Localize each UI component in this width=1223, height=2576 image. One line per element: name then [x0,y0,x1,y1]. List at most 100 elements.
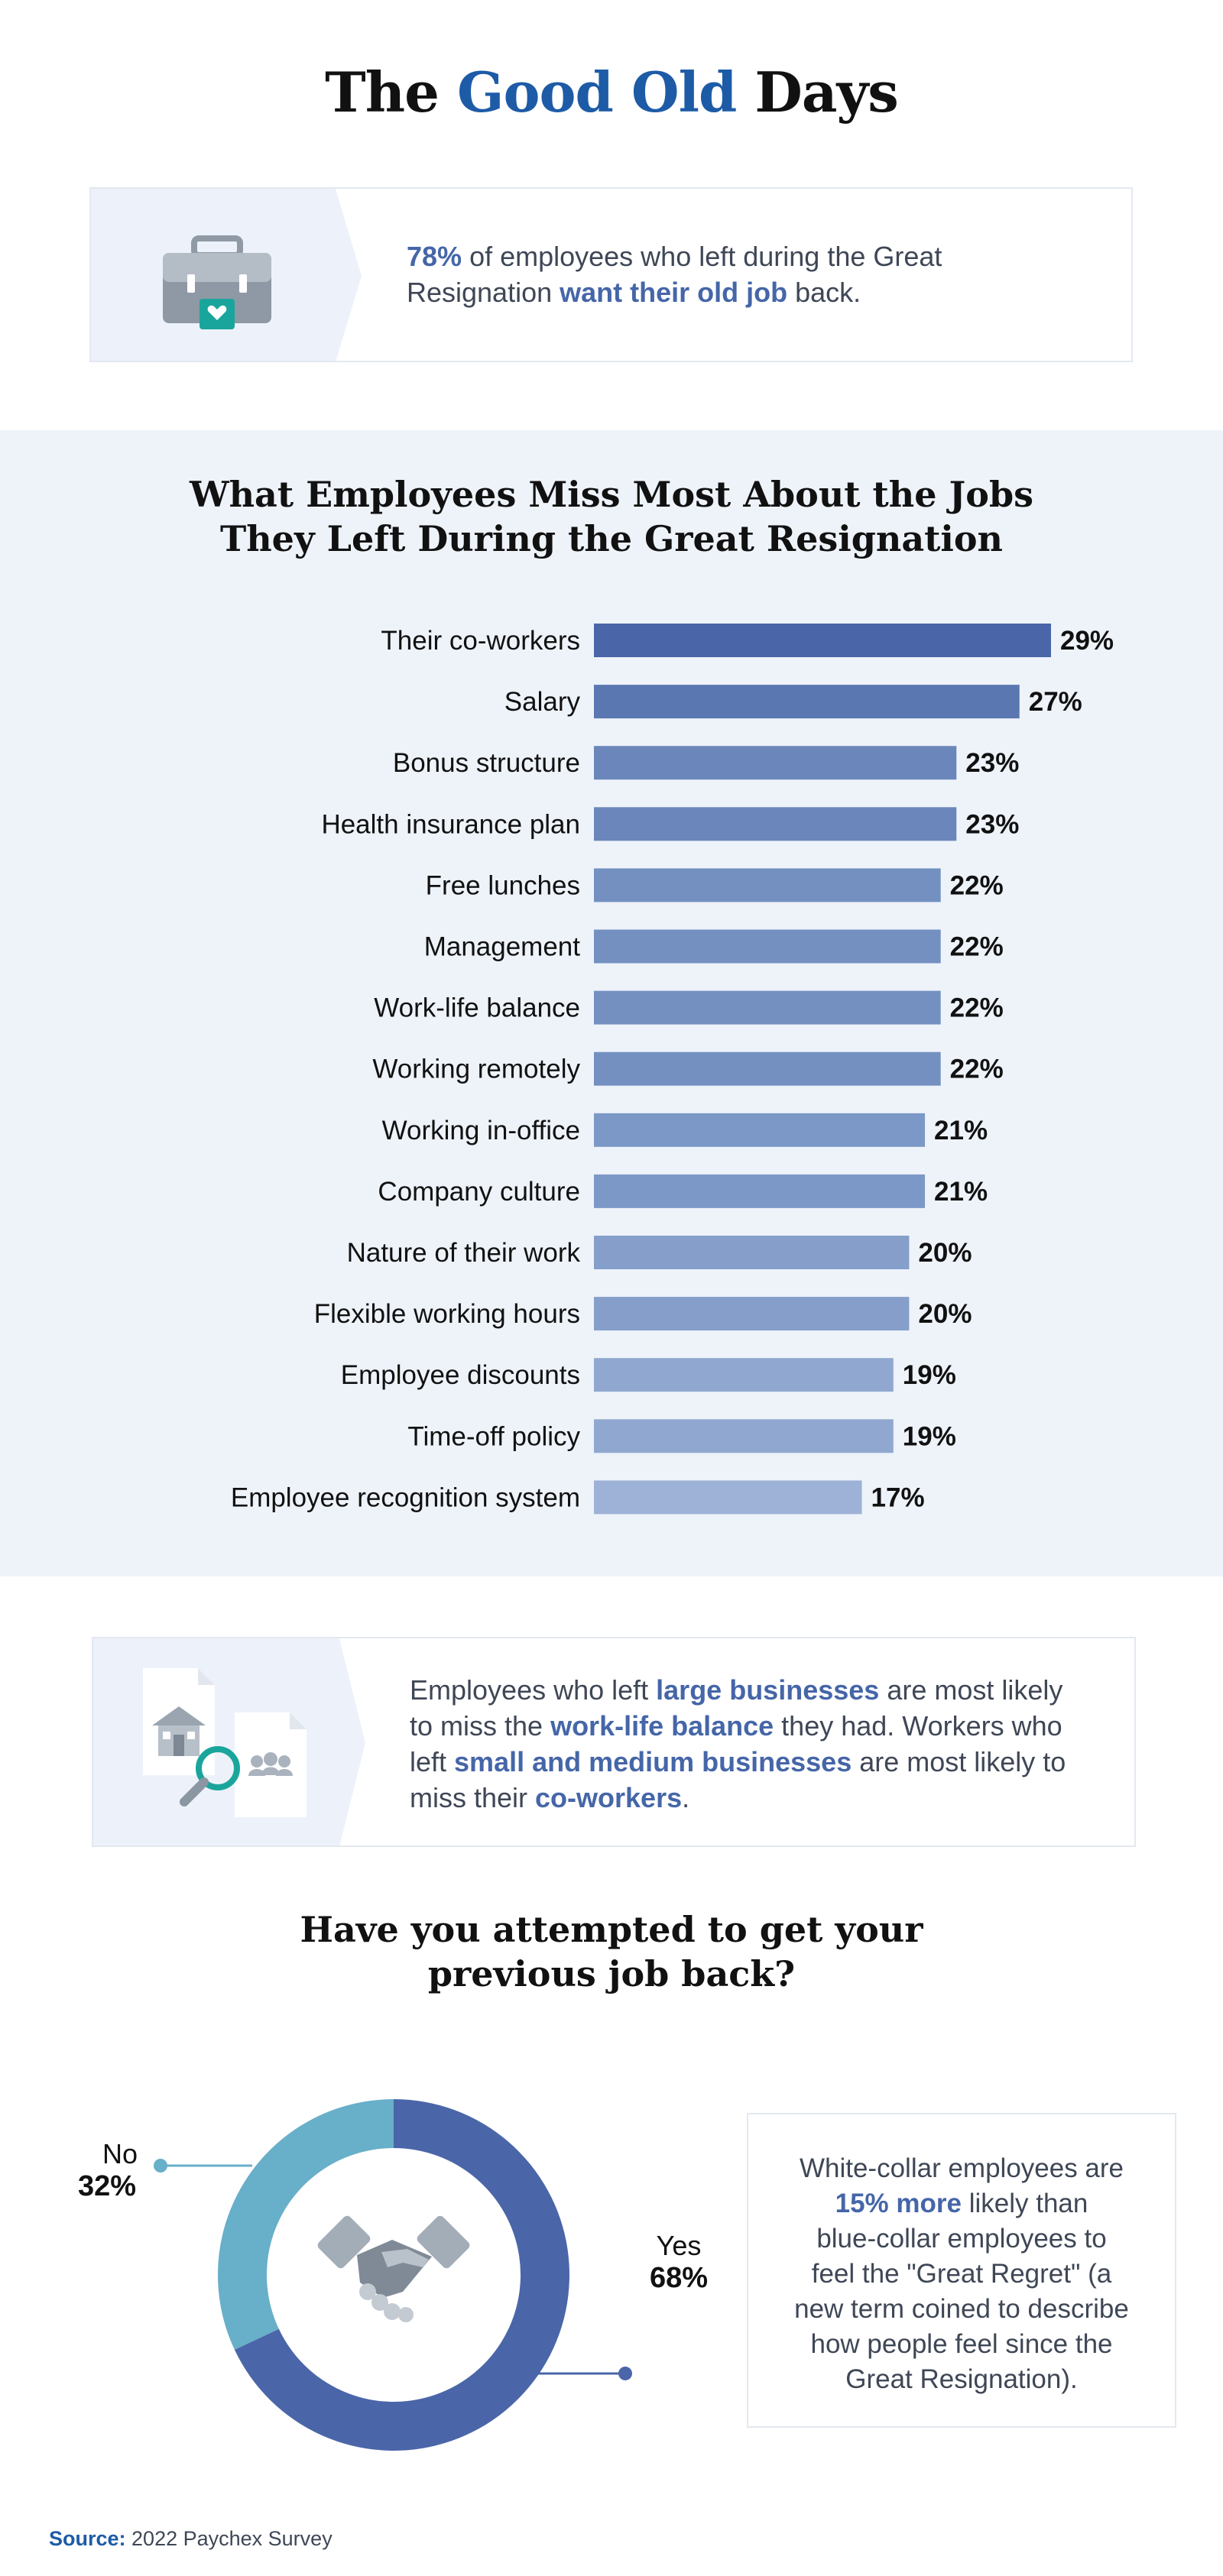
briefcase-heart-icon [163,235,271,329]
chart-title-line: They Left During the Great Resignation [220,518,1003,559]
bar-value-label: 22% [950,870,1004,900]
regret-line: new term coined to describe [794,2294,1129,2324]
chart-title-line: What Employees Miss Most About the Jobs [189,474,1034,515]
bar [594,1419,894,1453]
bar-value-label: 21% [934,1116,988,1145]
bar [594,1174,926,1208]
callout2-part: to miss the [410,1710,551,1742]
regret-part: 15% more [835,2189,962,2218]
bar-category-label: Nature of their work [347,1238,581,1268]
callout1-part: 78% [407,241,462,272]
callout2-part: work-life balance [550,1710,774,1742]
bar-value-label: 17% [871,1482,925,1512]
callout2-line: to miss the work-life balance they had. … [410,1708,1128,1744]
bar-category-label: Free lunches [426,870,580,900]
leader-dot-no [154,2159,167,2173]
callout-old-job: #callout1 .icon-panel::after{border-top-… [89,187,1133,362]
callout1-part: want their old job [560,277,788,308]
donut-slice [234,2099,569,2451]
bar-category-label: Bonus structure [393,748,580,778]
regret-line: blue-collar employees to [816,2224,1107,2254]
bar-value-label: 22% [950,993,1004,1023]
bar-category-label: Health insurance plan [321,809,580,839]
callout2-part: . [682,1782,690,1813]
donut-label-no-name: No [102,2138,138,2169]
callout1-part: of employees who left during the Great R… [407,241,942,308]
regret-part: likely than [962,2189,1088,2218]
regret-line: how people feel since the [810,2329,1113,2359]
callout-icon-panel: #callout1 .icon-panel::after{border-top-… [91,189,362,362]
donut-label-yes: Yes 68% [637,2230,721,2294]
regret-line: White-collar employees are [799,2153,1124,2183]
bar-value-label: 22% [950,1055,1004,1084]
bar-category-label: Working remotely [372,1055,580,1084]
bar-value-label: 23% [965,809,1019,839]
handshake-icon [317,2215,470,2322]
callout-old-job-text: 78% of employees who left during the Gre… [407,238,988,310]
great-regret-text: White-collar employees are 15% more like… [764,2151,1160,2397]
donut-label-yes-value: 68% [649,2262,709,2294]
regret-line: feel the "Great Regret" (a [811,2259,1112,2289]
bar-chart: Their co-workers 29% Salary 27% Bonus struct… [231,624,1114,1515]
business-search-icon [143,1668,307,1817]
callout-icon-panel: #callout2 .icon-panel::after{border-top-… [93,1638,365,1847]
callout2-line: miss their co-workers. [410,1780,1128,1816]
great-regret-box: White-collar employees are 15% more like… [747,2113,1176,2428]
callout2-part: Employees who left [410,1674,657,1706]
callout-business-size: #callout2 .icon-panel::after{border-top-… [92,1637,1136,1847]
callout2-line: left small and medium businesses are mos… [410,1744,1128,1780]
title-accent: Good Old [456,60,737,125]
source-note: Source: 2022 Paychex Survey [49,2527,333,2551]
bar [594,1358,894,1392]
donut-title-line: Have you attempted to get your [300,1909,923,1950]
callout2-part: miss their [410,1782,536,1813]
callout-business-size-text: Employees who left large businesses are … [410,1672,1128,1816]
bar-category-label: Employee recognition system [231,1482,580,1512]
donut-label-yes-name: Yes [656,2230,702,2261]
page-title: The Good Old Days [0,60,1223,125]
bar-value-label: 23% [965,748,1019,778]
bar [594,1480,862,1515]
callout2-part: are most likely to [852,1746,1066,1777]
callout2-part: are most likely [879,1674,1063,1706]
callout2-part: co-workers [535,1782,683,1813]
bar-value-label: 27% [1029,687,1082,717]
source-text: 2022 Paychex Survey [125,2527,333,2550]
bar [594,929,941,964]
donut-label-no: No 32% [70,2138,170,2202]
bar-category-label: Working in-office [382,1116,580,1145]
bar-category-label: Salary [504,687,581,717]
donut-title: Have you attempted to get your previous … [0,1907,1223,1996]
regret-line: Great Resignation). [845,2364,1078,2394]
bar-category-label: Management [424,932,581,962]
regret-line: 15% more likely than [764,2186,1160,2221]
callout2-part: large businesses [656,1674,880,1706]
bar-category-label: Flexible working hours [314,1299,580,1329]
donut-slice [217,2099,394,2350]
title-prefix: The [325,60,457,125]
bar-category-label: Their co-workers [381,626,580,656]
bar [594,1236,910,1269]
bar [594,624,1051,657]
callout2-part: they had. Workers who [774,1710,1062,1742]
bar-value-label: 19% [903,1421,956,1451]
donut-label-no-value: 32% [78,2170,137,2202]
chart-title: What Employees Miss Most About the Jobs … [0,472,1223,561]
title-suffix: Days [736,60,898,125]
leader-dot-yes [618,2366,632,2380]
bar-category-label: Company culture [378,1177,580,1207]
bar-category-label: Employee discounts [341,1360,580,1390]
bar [594,990,941,1025]
donut-title-line: previous job back? [427,1953,796,1994]
bar-value-label: 19% [903,1360,956,1390]
bar [594,1113,926,1147]
bar-value-label: 20% [918,1238,972,1268]
bar-value-label: 22% [950,932,1004,962]
bar-value-label: 29% [1060,626,1114,656]
bar [594,685,1020,719]
callout1-part: back. [787,277,861,308]
bar-category-label: Time-off policy [407,1421,580,1451]
bar [594,1297,910,1331]
bar [594,868,941,902]
